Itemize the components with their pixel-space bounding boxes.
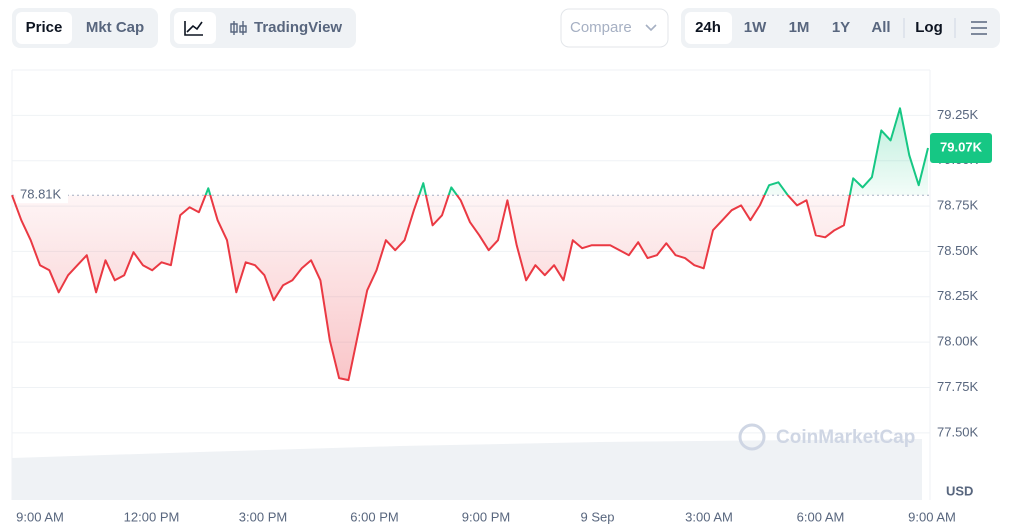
view-active (16, 12, 72, 44)
style-toggle (170, 8, 356, 48)
x-tick-label: 9 Sep (581, 509, 615, 524)
volume-area (12, 439, 922, 500)
line-icon (184, 21, 203, 36)
mktcap-tab[interactable]: Mkt Cap (86, 19, 144, 36)
settings-icon[interactable] (971, 21, 987, 35)
x-tick-label: 9:00 AM (16, 509, 64, 524)
tradingview-tab[interactable]: TradingView (254, 19, 342, 36)
range-toggle (681, 8, 1000, 48)
y-tick-label: 77.75K (937, 379, 979, 394)
y-tick-label: 79.25K (937, 107, 979, 122)
y-tick-label: 78.50K (937, 243, 979, 258)
watermark-logo (738, 423, 766, 451)
x-tick-label: 12:00 PM (124, 509, 180, 524)
range-24h[interactable]: 24h (695, 19, 721, 36)
y-tick-label: 78.75K (937, 198, 979, 213)
candle-icon (230, 21, 247, 35)
y-tick-label: 78.00K (937, 334, 979, 349)
reference-label-bg (16, 185, 68, 204)
range-all[interactable]: All (871, 19, 890, 36)
y-tick-label: 77.50K (937, 424, 979, 439)
range-active (685, 12, 732, 44)
x-tick-label: 3:00 PM (239, 509, 287, 524)
price-line (11, 107, 929, 382)
log-button[interactable]: Log (915, 19, 943, 36)
x-tick-label: 3:00 AM (685, 509, 733, 524)
x-tick-label: 9:00 AM (908, 509, 956, 524)
x-tick-label: 6:00 AM (797, 509, 845, 524)
price-tab[interactable]: Price (26, 19, 63, 36)
watermark: CoinMarketCap (776, 427, 915, 448)
x-tick-label: 9:00 PM (462, 509, 510, 524)
currency-label: USD (946, 483, 973, 498)
compare-label: Compare (570, 19, 632, 36)
range-1y[interactable]: 1Y (832, 19, 850, 36)
range-1w[interactable]: 1W (744, 19, 767, 36)
range-1m[interactable]: 1M (789, 19, 810, 36)
last-price-badge (930, 133, 992, 164)
x-tick-label: 6:00 PM (350, 509, 398, 524)
chevron (645, 24, 657, 32)
y-tick-label: 78.25K (937, 288, 979, 303)
reference-label: 78.81K (20, 187, 62, 202)
price-area (12, 108, 928, 381)
compare-dropdown[interactable] (560, 8, 669, 48)
last-price-label: 79.07K (940, 139, 983, 154)
